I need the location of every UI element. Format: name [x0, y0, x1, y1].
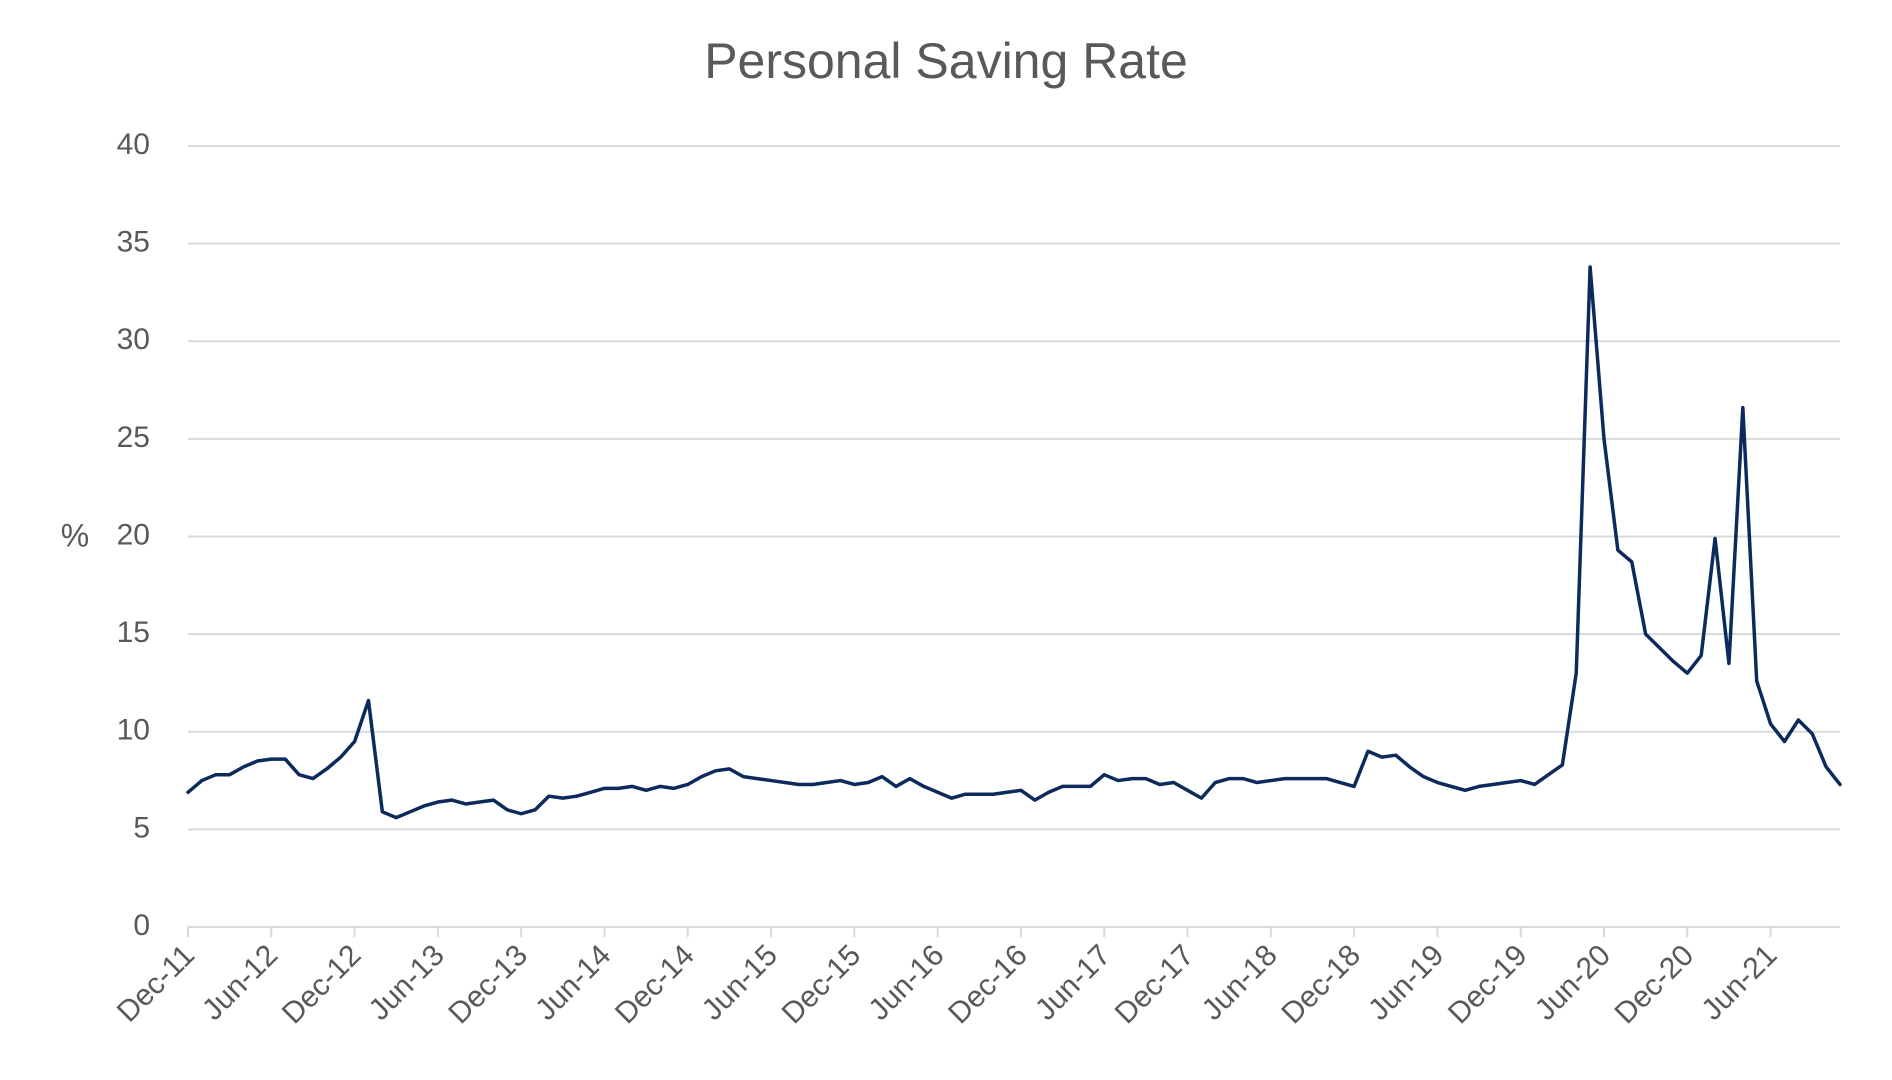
x-tick-label: Jun-15 [696, 939, 784, 1027]
x-tick-label: Jun-20 [1529, 939, 1617, 1027]
y-tick-label: 40 [117, 128, 150, 161]
y-tick-label: 20 [117, 518, 150, 551]
y-tick-labels: 0 5 10 15 20 25 30 35 40 [117, 128, 150, 942]
y-tick-label: 25 [117, 421, 150, 454]
series-line [186, 265, 1842, 820]
chart-title: Personal Saving Rate [704, 33, 1188, 89]
x-axis: Dec-11Jun-12Dec-12Jun-13Dec-13Jun-14Dec-… [111, 926, 1840, 1031]
x-tick-label: Dec-13 [442, 939, 534, 1031]
x-tick-label: Dec-20 [1609, 939, 1701, 1031]
y-tick-label: 10 [117, 714, 150, 747]
x-tick-label: Jun-12 [196, 939, 284, 1027]
x-tick-label: Dec-19 [1442, 939, 1534, 1031]
x-tick-label: Jun-13 [363, 939, 451, 1027]
x-tick-label: Dec-16 [942, 939, 1034, 1031]
x-tick-label: Dec-14 [609, 939, 701, 1031]
x-tick-label: Jun-14 [529, 939, 617, 1027]
y-tick-label: 35 [117, 226, 150, 259]
x-tick-label: Jun-18 [1196, 939, 1284, 1027]
x-tick-label: Jun-21 [1695, 939, 1783, 1027]
y-tick-label: 15 [117, 616, 150, 649]
x-tick-label: Jun-19 [1362, 939, 1450, 1027]
x-tick-label: Dec-11 [111, 939, 201, 1029]
x-tick-label: Dec-18 [1275, 939, 1367, 1031]
x-tick-label: Dec-12 [276, 939, 368, 1031]
x-tick-label: Jun-16 [862, 939, 950, 1027]
x-tick-label: Jun-17 [1029, 939, 1117, 1027]
series-line-group [186, 265, 1842, 820]
x-tick-label: Dec-17 [1109, 939, 1201, 1031]
y-tick-label: 30 [117, 323, 150, 356]
gridlines [188, 145, 1840, 831]
y-tick-label: 0 [133, 909, 150, 942]
y-tick-label: 5 [133, 811, 150, 844]
x-tick-label: Dec-15 [776, 939, 868, 1031]
y-axis-label: % [61, 517, 89, 553]
